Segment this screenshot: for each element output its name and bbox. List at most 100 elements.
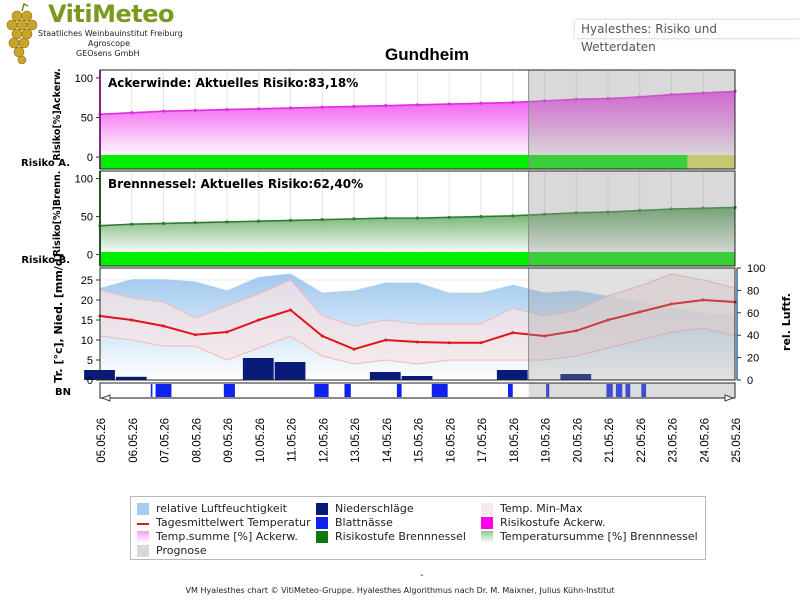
brennnessel-frame (99, 170, 736, 267)
legend-label: Risikostufe Brennnessel (335, 530, 466, 543)
brennnessel-point (638, 208, 642, 213)
brennnessel-y-tick-label: 100 (75, 174, 93, 186)
ackerwinde-point (193, 108, 197, 112)
temperature-point (479, 341, 483, 345)
legend-label: Temp.summe [%] Ackerw. (156, 530, 298, 543)
leaf-wetness-bar (431, 384, 448, 397)
ackerwinde-y-tick-label: 100 (75, 73, 93, 85)
x-tick-label: 25.05.26 (731, 418, 743, 463)
ackerwinde-point (511, 100, 515, 105)
timeline-scrollbar (100, 394, 735, 402)
weather-y-tick-label-right: 100 (747, 263, 765, 275)
weather-y-tick-label-right: 20 (747, 353, 759, 365)
ackerwinde-risk-cell (433, 155, 466, 169)
ackerwinde-risk-label: Risiko A. (21, 158, 70, 169)
brennnessel-point (479, 215, 483, 219)
ackerwinde-risk-cell (115, 155, 149, 169)
weather-frame (99, 267, 736, 381)
brennnessel-point (606, 210, 610, 214)
brennnessel-risk-cell (465, 252, 498, 266)
ackerwinde-risk-cell (623, 155, 657, 169)
vitimeteo-logo: VitiMeteo Staatliches Weinbauinstitut Fr… (0, 0, 190, 66)
ackerwinde-y-tick-label: 0 (87, 152, 93, 164)
x-tick-label: 15.05.26 (414, 418, 426, 463)
temperature-point (447, 341, 451, 345)
brennnessel-risk-cell (592, 252, 625, 266)
weather-y-tick-label-right: 0 (747, 375, 753, 387)
leaf-wetness-bar (507, 384, 513, 397)
legend-swatch (137, 531, 149, 543)
leaf-wetness-bar (625, 384, 631, 397)
brennnessel-point (574, 211, 578, 215)
temperature-point (606, 318, 610, 322)
x-tick-label: 08.05.26 (191, 418, 203, 463)
ackerwinde-point (542, 99, 547, 103)
ackerwinde-point (225, 108, 229, 112)
grape-icon (6, 2, 38, 64)
x-tick-label: 10.05.26 (255, 418, 267, 463)
ackerwinde-forecast-overlay (528, 70, 735, 169)
legend-label: Temperatursumme [%] Brennnessel (500, 530, 698, 543)
brennnessel-y-tick-label: 50 (81, 212, 93, 224)
brennnessel-forecast-overlay (528, 171, 735, 266)
x-tick-label: 18.05.26 (509, 418, 521, 463)
ackerwinde-risk-cell (560, 155, 593, 169)
ackerwinde-panel-label: Ackerwinde: Aktuelles Risiko:83,18% (108, 76, 358, 90)
weather-y-tick-label-left: 20 (81, 295, 93, 307)
ackerwinde-risk-cell (274, 155, 307, 169)
precipitation-bar (242, 358, 274, 380)
app-title-box: Hyalesthes: Risiko und Wetterdaten (575, 20, 800, 54)
ackerwinde-point (320, 105, 324, 109)
brennnessel-risk-cell (687, 252, 720, 266)
weather-forecast-overlay (528, 268, 735, 380)
brennnessel-point (320, 218, 324, 222)
x-tick-label: 13.05.26 (350, 418, 362, 463)
brennnessel-point (701, 206, 705, 210)
chart-title: Gundheim (385, 45, 469, 64)
precipitation-bar (560, 374, 592, 380)
brennnessel-point (415, 216, 420, 220)
legend-swatch (137, 503, 149, 515)
legend-swatch (316, 531, 328, 543)
ackerwinde-risk-cell (719, 155, 736, 169)
legend-swatch (316, 517, 328, 529)
logo-title: VitiMeteo (48, 0, 174, 28)
temperature-point (384, 338, 388, 342)
temperature-point (638, 310, 642, 314)
scroll-left-handle (100, 394, 111, 402)
brennnessel-y-tick-label: 0 (87, 250, 93, 262)
ackerwinde-panel: 0 50 100 Risiko[%]Ackerw.Risiko A. Ackerwind… (21, 68, 737, 170)
precipitation-bar (115, 376, 147, 380)
temperature-point (257, 318, 261, 322)
logo-line-1: Staatliches Weinbauinstitut Freiburg (38, 29, 183, 38)
brennnessel-risk-cell (338, 252, 371, 266)
x-tick-label: 05.05.26 (96, 418, 108, 463)
ackerwinde-point (701, 91, 705, 95)
ackerwinde-risk-cell (306, 155, 339, 169)
brennnessel-point (384, 216, 388, 220)
legend-swatch (481, 531, 493, 543)
leaf-wetness-bar (150, 384, 153, 397)
ackerwinde-point (161, 109, 166, 113)
temperature-point (511, 331, 515, 335)
ackerwinde-point (384, 104, 388, 108)
temperature-point (352, 347, 356, 351)
leaf-wetness-row-label: BN (55, 387, 71, 398)
ackerwinde-point (130, 111, 134, 115)
weather-y-tick-label-left: 0 (87, 375, 93, 387)
brennnessel-point (352, 217, 356, 221)
x-axis: 05.05.26 06.05.26 07.05.26 08.05.26 09.05.26… (96, 418, 743, 463)
x-tick-label: 24.05.26 (699, 418, 711, 463)
brennnessel-risk-cell (115, 252, 149, 266)
brennnessel-y-axis-label: Risiko[%]Brenn. (52, 171, 63, 257)
x-tick-label: 14.05.26 (382, 418, 394, 463)
legend-swatch (137, 545, 149, 557)
weather-y-axis-label-right: rel. Luftf. (780, 293, 793, 351)
ackerwinde-risk-cell (338, 155, 371, 169)
brennnessel-point (257, 219, 261, 223)
precipitation-bar (274, 362, 306, 380)
weather-y-tick-label-left: 10 (81, 335, 93, 347)
temperature-point (162, 324, 165, 328)
brennnessel-risk-cell (179, 252, 212, 266)
